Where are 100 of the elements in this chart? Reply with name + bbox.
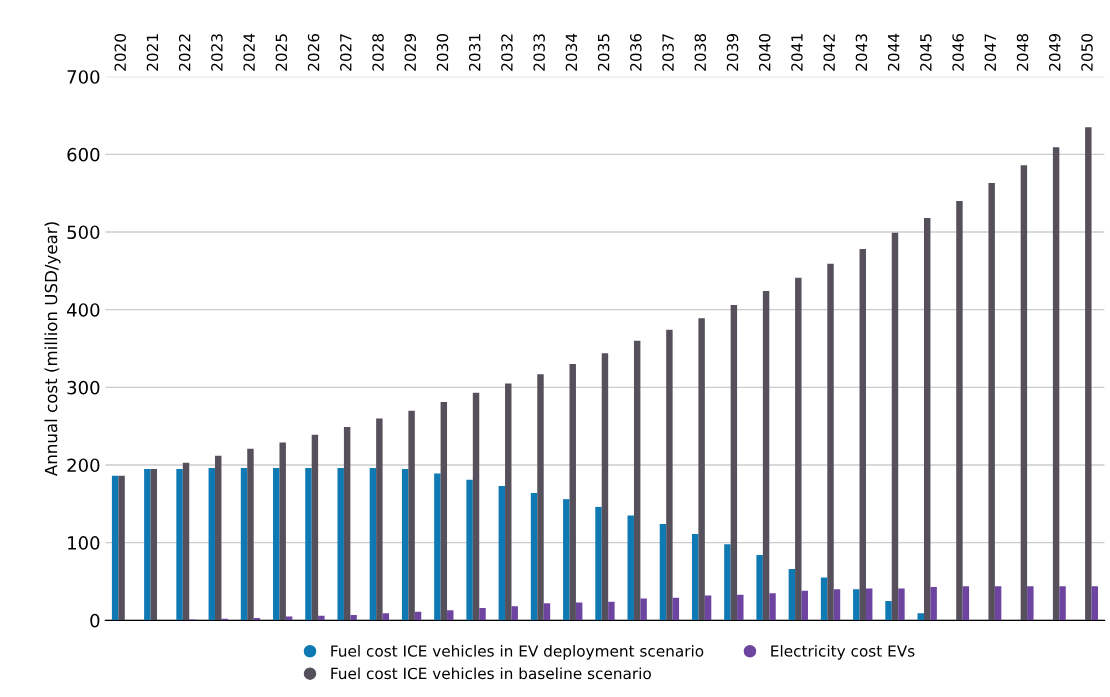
bar: [730, 305, 738, 621]
bar: [569, 364, 576, 621]
x-tick-label: 2032: [501, 34, 513, 71]
x-tick-label: 2026: [307, 33, 320, 71]
bar: [724, 544, 731, 621]
bar: [498, 485, 506, 621]
x-tick-label: 2033: [533, 34, 545, 71]
bar: [891, 232, 899, 621]
bar: [537, 374, 544, 621]
bar: [898, 588, 905, 621]
y-tick-label: 600: [67, 147, 100, 162]
bar: [827, 263, 834, 621]
bar: [273, 468, 280, 621]
x-tick-label: 2038: [694, 33, 707, 71]
bar: [575, 602, 583, 621]
x-tick-label: 2036: [630, 33, 642, 71]
bar: [756, 555, 763, 621]
x-tick-label: 2025: [275, 34, 288, 71]
bar: [318, 615, 325, 621]
bar: [788, 569, 796, 621]
bar: [737, 594, 744, 621]
y-axis-title: Annual cost (million USD/year): [44, 222, 61, 477]
bar: [691, 534, 699, 621]
bar: [988, 183, 995, 621]
bar: [350, 614, 357, 621]
bar: [285, 616, 293, 621]
legend-label: Fuel cost ICE vehicles in baseline scenario: [331, 667, 651, 680]
x-tick-label: 2030: [436, 33, 449, 71]
bar: [247, 448, 254, 621]
bar: [923, 218, 931, 621]
x-tick-label: 2021: [146, 34, 159, 71]
bar: [1059, 586, 1066, 621]
x-tick-label: 2041: [791, 34, 803, 71]
bar: [434, 473, 441, 621]
x-tick-label: 2049: [1048, 34, 1061, 71]
bar: [440, 402, 448, 621]
bar: [672, 597, 680, 621]
bar: [994, 586, 1002, 621]
x-tick-label: 2050: [1081, 33, 1093, 71]
x-tick-label: 2020: [114, 33, 126, 71]
x-tick-label: 2037: [662, 34, 674, 71]
x-tick-label: 2039: [726, 34, 739, 71]
bar: [633, 340, 641, 621]
bar: [343, 426, 351, 621]
bar: [240, 468, 248, 621]
bar: [208, 468, 216, 621]
bar: [479, 607, 486, 621]
bar: [962, 586, 970, 621]
x-tick-label: 2034: [565, 33, 578, 71]
bar: [1052, 147, 1060, 621]
bar: [930, 586, 937, 621]
bar: [601, 353, 609, 621]
y-tick-label: 400: [67, 303, 100, 317]
bar: [1020, 165, 1028, 621]
x-tick-label: 2045: [920, 34, 932, 71]
y-tick-label: 500: [67, 225, 100, 240]
bar: [885, 600, 892, 621]
y-tick-label: 300: [67, 380, 100, 395]
y-tick-label: 700: [67, 70, 100, 84]
x-tick-label: 2029: [404, 34, 417, 71]
bar: [311, 434, 319, 621]
bar: [563, 499, 570, 621]
bar: [795, 277, 802, 621]
bar: [640, 598, 647, 621]
x-tick-label: 2035: [597, 34, 610, 71]
x-tick-label: 2040: [758, 33, 771, 71]
bar: [144, 468, 151, 621]
bar: [608, 601, 615, 621]
bar: [530, 492, 538, 621]
x-tick-label: 2031: [468, 34, 481, 71]
bar: [337, 468, 344, 621]
bar: [466, 479, 473, 621]
x-tick-label: 2024: [243, 33, 255, 71]
bar: [853, 589, 860, 621]
bar: [595, 506, 602, 621]
bar: [408, 410, 415, 621]
bar: [472, 392, 480, 621]
bar: [956, 200, 963, 621]
legend-label: Fuel cost ICE vehicles in EV deployment scenario: [331, 644, 704, 660]
bar: [279, 442, 286, 621]
bar: [382, 613, 390, 621]
x-tick-label: 2028: [372, 33, 384, 71]
bar: [401, 468, 409, 621]
x-tick-label: 2046: [952, 33, 964, 71]
bar: [762, 291, 770, 621]
bar: [627, 515, 634, 621]
x-tick-label: 2023: [211, 34, 223, 71]
bar: [118, 475, 125, 621]
bar: [801, 590, 808, 621]
bar: [369, 468, 377, 621]
x-tick-label: 2027: [340, 34, 352, 71]
y-tick-label: 0: [90, 613, 100, 628]
bar: [820, 577, 828, 621]
bar: [182, 462, 190, 621]
bar: [865, 588, 873, 621]
x-tick-label: 2043: [855, 34, 868, 71]
x-tick-label: 2022: [178, 34, 191, 71]
bar: [704, 595, 712, 621]
bar: [833, 589, 841, 621]
bar: [769, 593, 776, 621]
